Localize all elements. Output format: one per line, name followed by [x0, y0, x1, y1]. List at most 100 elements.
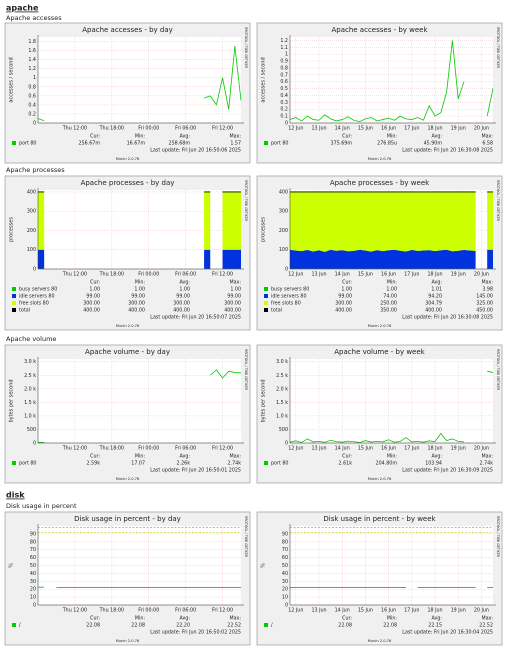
line [289, 370, 494, 443]
legend-value: 256.67m [79, 141, 101, 147]
legend-swatch [12, 287, 16, 291]
legend-header: Cur: [90, 616, 100, 622]
legend-swatch [264, 308, 268, 312]
legend-value: 400.00 [83, 308, 100, 314]
y-tick-label: 0.6 [28, 93, 36, 99]
legend-header: Min: [135, 280, 146, 286]
legend-value: 300.00 [83, 301, 100, 307]
legend-value: 99.00 [86, 294, 100, 300]
legend-header: Avg: [431, 454, 442, 460]
legend-swatch [264, 301, 268, 305]
group-title: Apache processes [6, 166, 65, 174]
section-title: apache [6, 4, 39, 13]
x-tick-label: Fri 00:00 [138, 272, 159, 278]
legend-header: Min: [135, 134, 146, 140]
x-tick-label: 15 Jun [358, 126, 373, 132]
legend-value: 300.00 [128, 301, 145, 307]
x-tick-label: Thu 12:00 [62, 608, 87, 614]
legend-header: Max: [229, 134, 241, 140]
legend-value: 1.00 [179, 287, 190, 293]
plot-area [38, 37, 241, 123]
y-tick-label: 1.2 [280, 38, 288, 44]
legend-header: Cur: [90, 280, 100, 286]
x-tick-label: 17 Jun [404, 272, 419, 278]
x-tick-label: Fri 06:00 [175, 272, 196, 278]
legend-label: port 80 [271, 461, 288, 467]
y-tick-label: 300 [27, 209, 36, 215]
group-title: Apache accesses [6, 14, 62, 22]
y-tick-label: 300 [279, 209, 288, 215]
y-tick-label: 400 [279, 189, 288, 195]
y-tick-label: 0.7 [280, 72, 288, 78]
footer: Munin 2.0.76 [368, 157, 392, 161]
y-tick-label: 0.4 [28, 102, 36, 108]
line [37, 369, 242, 443]
legend-value: 22.08 [383, 623, 397, 629]
side-text: RRDTOOL / TOBI OETIKER [244, 27, 248, 69]
x-tick-label: 15 Jun [358, 272, 373, 278]
x-tick-label: 17 Jun [404, 446, 419, 452]
legend-value: 22.08 [86, 623, 100, 629]
side-text: RRDTOOL / TOBI OETIKER [244, 180, 248, 222]
legend-value: 99.00 [227, 294, 241, 300]
legend-header: Avg: [179, 454, 190, 460]
y-tick-label: 0.8 [280, 65, 288, 71]
legend-value: 2.61k [339, 461, 353, 467]
y-axis-label: processes [261, 217, 267, 242]
x-tick-label: Fri 12:00 [212, 272, 233, 278]
area [290, 249, 493, 269]
legend-value: 22.52 [227, 623, 241, 629]
legend-header: Avg: [431, 616, 442, 622]
x-tick-label: Thu 18:00 [99, 446, 124, 452]
footer: Munin 2.0.76 [116, 324, 140, 328]
x-tick-label: 20 Jun [474, 272, 489, 278]
legend-label: port 80 [19, 461, 36, 467]
y-tick-label: 10 [30, 595, 36, 601]
legend-value: 400.00 [173, 308, 190, 314]
legend-header: Max: [229, 454, 241, 460]
y-tick-label: 0.3 [280, 100, 288, 106]
y-tick-label: 50 [30, 563, 36, 569]
x-tick-label: 16 Jun [381, 446, 396, 452]
y-tick-label: 0 [285, 603, 288, 609]
x-tick-label: 13 Jun [311, 272, 326, 278]
footer: Munin 2.0.76 [116, 639, 140, 643]
y-axis-label: accesses / second [261, 57, 267, 102]
y-tick-label: 30 [30, 579, 36, 585]
last-update: Last update: Fri Jun 20 16:30:08 2025 [402, 148, 493, 154]
last-update: Last update: Fri Jun 20 16:30:04 2025 [402, 630, 493, 636]
y-tick-label: 1 [285, 52, 288, 58]
legend-header: Avg: [431, 134, 442, 140]
x-tick-label: 14 Jun [335, 608, 350, 614]
legend-value: 22.15 [428, 623, 442, 629]
legend-value: 1.00 [341, 287, 352, 293]
x-tick-label: 17 Jun [404, 126, 419, 132]
legend-value: 22.52 [479, 623, 493, 629]
x-tick-label: 13 Jun [311, 608, 326, 614]
legend-header: Min: [387, 280, 398, 286]
legend-value: 400.00 [335, 308, 352, 314]
y-tick-label: 80 [30, 539, 36, 545]
y-axis-label: bytes per second [9, 379, 15, 422]
legend-value: 22.20 [176, 623, 190, 629]
graph-title: Apache processes - by day [81, 179, 175, 187]
last-update: Last update: Fri Jun 20 16:50:01 2025 [150, 468, 241, 474]
legend-value: 250.00 [380, 301, 397, 307]
y-tick-label: 80 [282, 539, 288, 545]
y-tick-label: 200 [279, 228, 288, 234]
legend-value: 304.79 [425, 301, 442, 307]
x-tick-label: Thu 18:00 [99, 608, 124, 614]
legend-value: 103.94 [425, 461, 442, 467]
x-tick-label: 12 Jun [288, 126, 303, 132]
graph-title: Disk usage in percent - by week [323, 515, 436, 523]
legend-value: 375.69m [331, 141, 353, 147]
legend-header: Cur: [342, 616, 352, 622]
graph-title: Apache volume - by day [85, 348, 170, 356]
legend-header: Cur: [342, 134, 352, 140]
y-tick-label: 500 [279, 427, 288, 433]
legend-header: Avg: [179, 616, 190, 622]
y-tick-label: 70 [282, 547, 288, 553]
legend-value: 300.00 [224, 301, 241, 307]
legend-value: 400.00 [224, 308, 241, 314]
